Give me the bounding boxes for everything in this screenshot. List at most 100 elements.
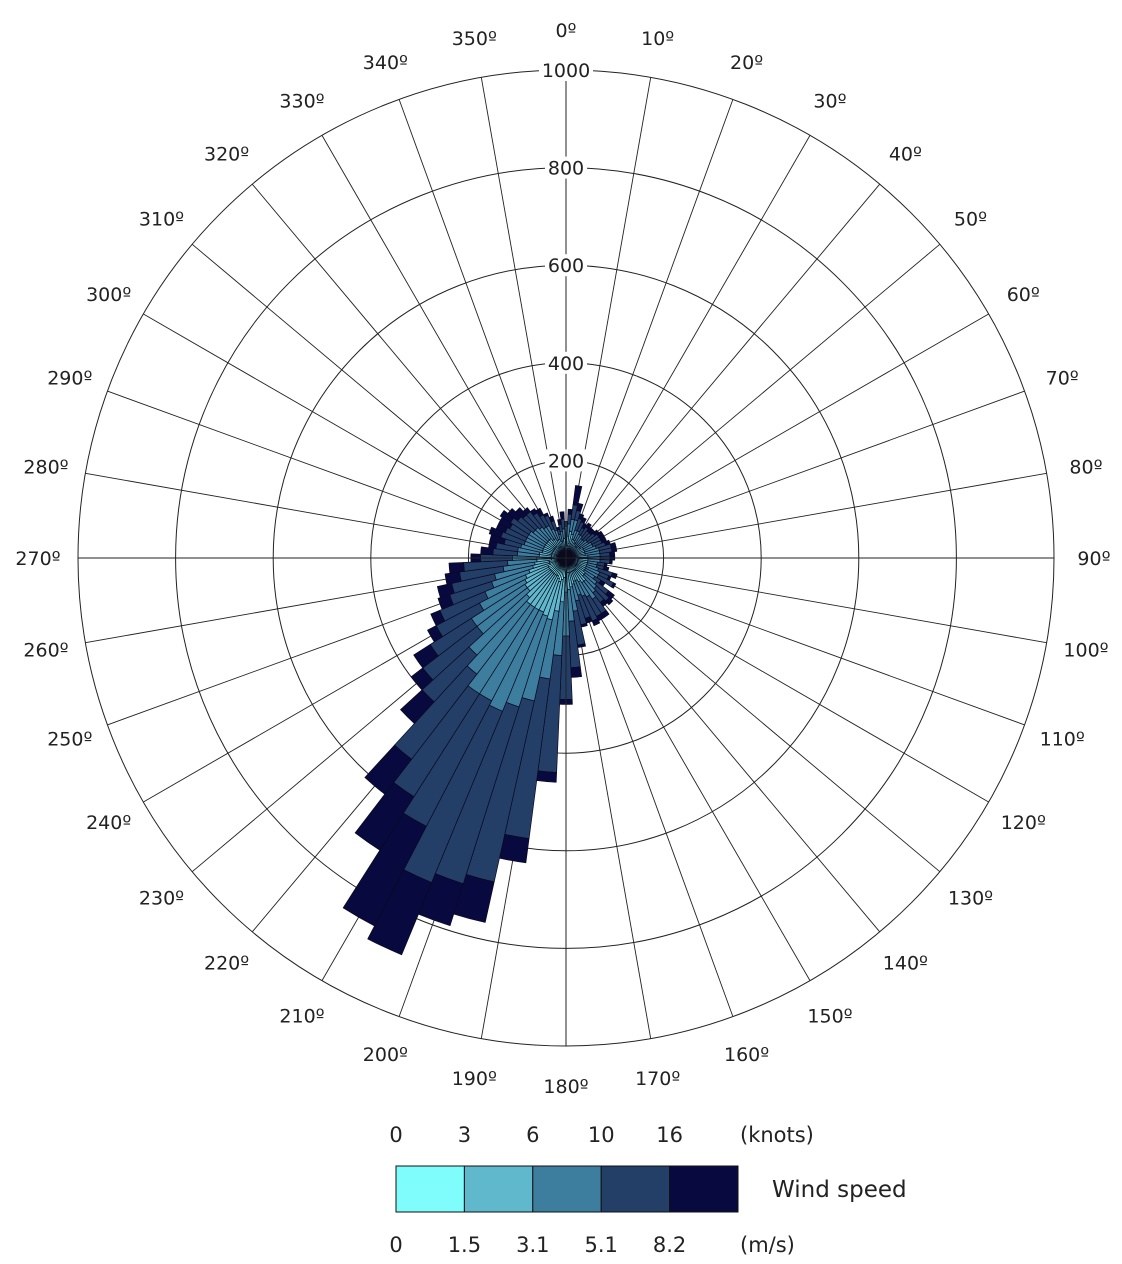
bar-110-bin4 [610,572,618,579]
direction-label-0: 0º [555,20,576,42]
spoke-120 [565,557,989,803]
direction-label-10: 10º [641,28,674,50]
direction-label-340: 340º [363,52,408,74]
direction-label-130: 130º [948,887,993,909]
direction-label-80: 80º [1069,456,1102,478]
legend-ms-0: 0 [389,1233,402,1257]
ring-label-600: 600 [548,255,584,277]
spoke-150 [565,557,811,981]
direction-label-90: 90º [1077,548,1110,570]
spoke-20 [565,99,734,559]
direction-label-60: 60º [1007,284,1040,306]
legend-swatch-1 [463,1165,534,1213]
bar-25-bin4 [580,516,587,524]
bar-235-bin4 [413,644,439,669]
bar-245-bin4 [430,609,446,627]
legend-ms-1: 1.5 [448,1233,481,1257]
bar-185-bin4 [536,770,557,783]
spoke-320 [251,183,567,559]
spoke-10 [565,77,652,559]
wind-speed-legend: 0 3 6 10 16 0 1.5 3.1 5.1 8.2 (knots) (m/s) Wind spe… [389,1123,906,1257]
ring-label-1000: 1000 [542,60,590,82]
bar-275-bin4 [480,546,494,556]
bar-260-bin4 [444,571,462,585]
bar-255-bin4 [436,582,455,599]
spoke-40 [565,183,881,559]
direction-label-110: 110º [1040,729,1085,751]
direction-label-260: 260º [23,640,68,662]
direction-label-270: 270º [15,548,60,570]
bar-325-bin4 [529,508,538,516]
spoke-110 [565,557,1025,726]
bar-85-bin4 [609,551,616,557]
bar-220-bin4 [364,744,413,795]
spoke-340 [398,99,567,559]
direction-label-290: 290º [47,367,92,389]
spoke-100 [565,557,1047,644]
spoke-160 [565,557,734,1017]
direction-label-320: 320º [204,144,249,166]
direction-label-150: 150º [807,1005,852,1027]
bar-95-bin4 [609,559,613,565]
ring-label-bg-600 [545,254,587,277]
bar-320-bin4 [522,507,531,516]
bar-35-bin4 [585,522,592,530]
direction-label-300: 300º [86,284,131,306]
legend-title: Wind speed [772,1177,907,1203]
bar-340-bin4 [548,515,555,523]
legend-swatch-2 [532,1165,602,1213]
bar-230-bin4 [410,667,434,691]
ring-label-bg-400 [545,351,587,374]
bar-205-bin4 [367,869,432,956]
bar-120-bin4 [610,582,617,589]
ring-label-200: 200 [548,450,584,472]
bar-225-bin4 [400,689,435,724]
spoke-30 [565,135,811,559]
spoke-280 [85,472,567,559]
direction-label-30: 30º [813,91,846,113]
direction-label-100: 100º [1063,640,1108,662]
spoke-290 [107,390,567,559]
legend-ms-4: 8.2 [653,1233,686,1257]
legend-knots-unit: (knots) [740,1123,814,1147]
wind-rose-bars [342,485,618,956]
legend-swatch-0 [395,1165,465,1213]
spoke-140 [565,557,881,933]
direction-label-50: 50º [954,209,987,231]
bar-310-bin4 [507,508,522,522]
direction-label-120: 120º [1001,812,1046,834]
direction-label-40: 40º [889,144,922,166]
direction-labels: 0º 10º 20º 30º 40º 50º 60º 70º 80º 90º 100º 110º 120… [15,20,1110,1098]
legend-swatch-4 [669,1165,739,1213]
bar-305-bin4 [499,509,515,524]
spoke-50 [565,243,941,559]
bar-315-bin4 [515,507,527,519]
direction-label-140: 140º [883,953,928,975]
bar-155-bin4 [591,618,601,627]
direction-label-20: 20º [730,52,763,74]
direction-label-330: 330º [279,91,324,113]
bar-335-bin4 [542,512,549,518]
bar-175-bin4 [570,666,583,678]
direction-label-200: 200º [363,1044,408,1066]
spoke-60 [565,313,989,559]
direction-label-350: 350º [452,28,497,50]
legend-ms-2: 3.1 [516,1233,549,1257]
legend-knots-1: 3 [458,1123,471,1147]
bar-290-bin4 [488,526,504,538]
ring-label-800: 800 [548,158,584,180]
direction-label-250: 250º [47,729,92,751]
legend-ms-unit: (m/s) [740,1233,795,1257]
bar-240-bin4 [427,625,444,643]
legend-ms-3: 5.1 [584,1233,617,1257]
bar-10-bin4 [572,485,583,507]
spoke-350 [480,77,567,559]
legend-knots-4: 16 [656,1123,683,1147]
bar-265-bin4 [448,562,465,574]
legend-knots-0: 0 [389,1123,402,1147]
ring-label-bg-1000 [539,59,593,81]
bar-355-bin4 [559,511,565,520]
direction-label-240: 240º [86,812,131,834]
